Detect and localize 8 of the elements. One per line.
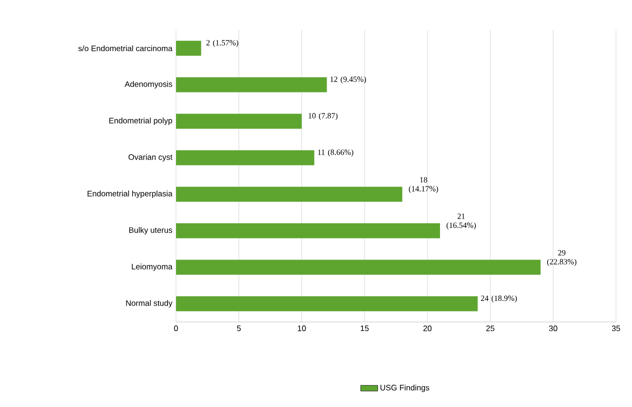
bar bbox=[176, 296, 478, 312]
bar bbox=[176, 260, 541, 275]
bar bbox=[176, 223, 440, 238]
bar bbox=[176, 40, 202, 56]
bar bbox=[176, 77, 327, 92]
bar bbox=[176, 114, 302, 129]
bar bbox=[176, 186, 402, 202]
bar bbox=[176, 150, 314, 166]
